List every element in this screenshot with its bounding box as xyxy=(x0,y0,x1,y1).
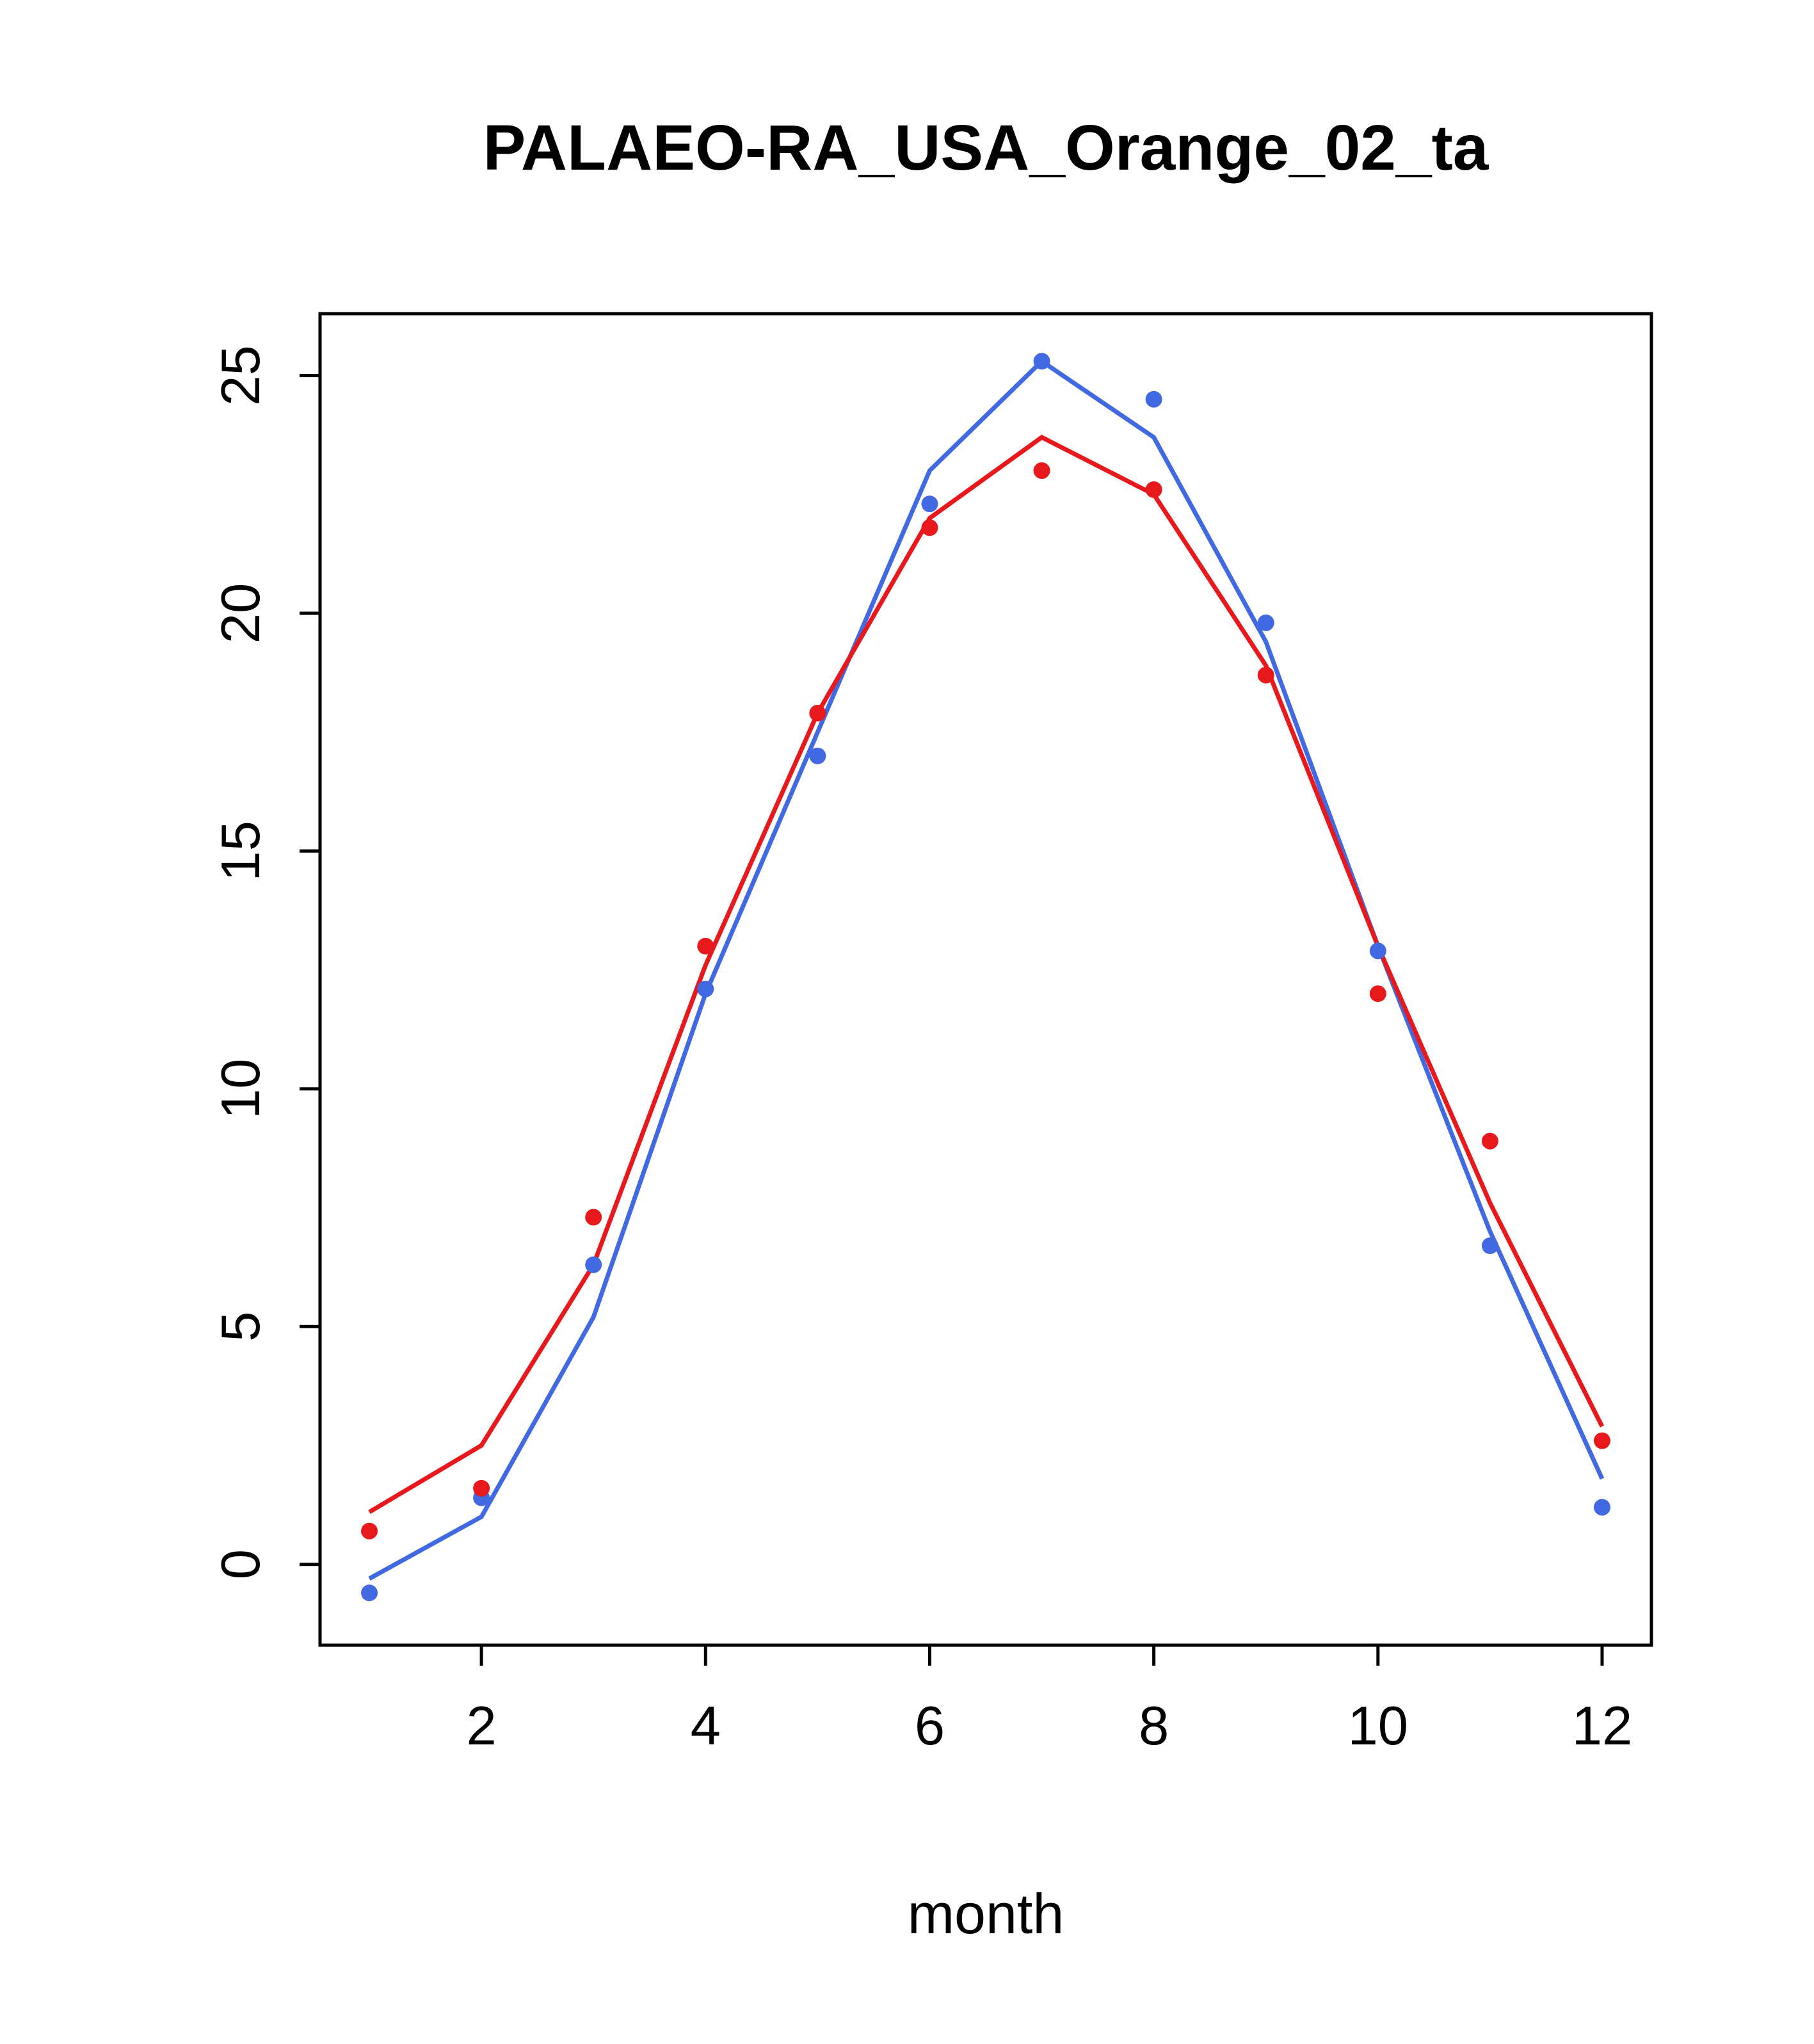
x-tick-label: 4 xyxy=(691,1696,721,1757)
x-axis-label: month xyxy=(908,1882,1064,1945)
x-tick-label: 10 xyxy=(1348,1696,1409,1757)
series-blue-points-dot xyxy=(1145,390,1162,408)
y-tick-label: 10 xyxy=(211,1059,271,1120)
series-red-line xyxy=(368,435,1605,1515)
series-red-points-dot xyxy=(809,705,826,721)
x-tick-label: 2 xyxy=(466,1696,496,1757)
series-blue-points-dot xyxy=(1369,942,1386,960)
series-red-points-dot xyxy=(585,1209,602,1226)
x-tick-label: 6 xyxy=(915,1696,945,1757)
y-tick-label: 0 xyxy=(211,1549,271,1579)
series-red-points-dot xyxy=(1369,985,1386,1002)
series-blue-points-dot xyxy=(1593,1499,1610,1516)
series-blue-points-dot xyxy=(921,495,938,513)
plot-box xyxy=(318,312,1653,1647)
series-blue-points-dot xyxy=(1481,1237,1498,1254)
series-blue-points-dot xyxy=(697,980,714,997)
series-blue-points-dot xyxy=(1257,614,1274,631)
series-blue-points-dot xyxy=(809,747,826,764)
axes-layer: 2 4 6 8 10 12 0 5 10 15 20 25 xyxy=(211,312,1653,1757)
series-red-points-dot xyxy=(361,1522,378,1540)
series-blue-points-dot xyxy=(585,1256,602,1273)
series-red-points-dot xyxy=(697,938,714,954)
series-red-points-dot xyxy=(1145,481,1162,498)
series-red-points-dot xyxy=(473,1479,490,1497)
series-blue-points-dot xyxy=(1033,353,1050,370)
series-red-points-dot xyxy=(1033,462,1050,479)
series-blue-points-dot xyxy=(361,1584,378,1602)
y-tick-label: 5 xyxy=(211,1312,271,1342)
series-red-points-dot xyxy=(1593,1432,1610,1449)
series-red-points-dot xyxy=(1257,666,1274,684)
series-layer xyxy=(361,353,1610,1602)
series-red-points-dot xyxy=(921,519,938,536)
chart-title: PALAEO-RA_USA_Orange_02_ta xyxy=(483,112,1489,184)
y-tick-label: 25 xyxy=(211,345,271,406)
y-tick-label: 20 xyxy=(211,583,271,644)
series-blue-line xyxy=(368,358,1605,1581)
series-red-points-dot xyxy=(1481,1132,1498,1150)
x-tick-label: 8 xyxy=(1139,1696,1169,1757)
y-tick-label: 15 xyxy=(211,821,271,881)
x-tick-label: 12 xyxy=(1572,1696,1633,1757)
